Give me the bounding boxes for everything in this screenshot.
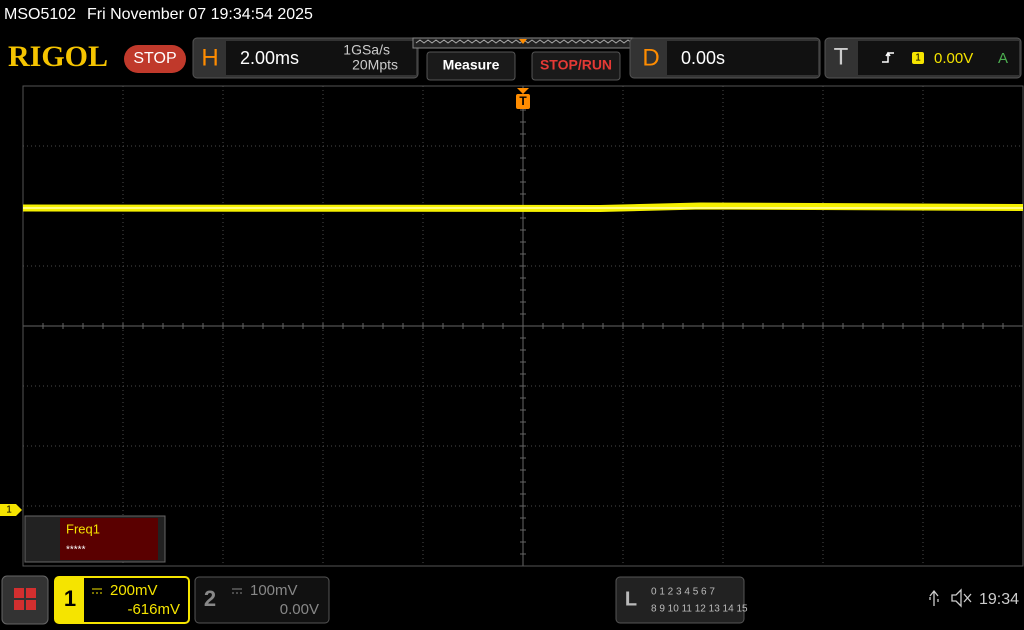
datetime: Fri November 07 19:34:54 2025: [87, 6, 313, 23]
trigger-inner: [858, 41, 1019, 75]
logic-row1: 0 1 2 3 4 5 6 7: [651, 587, 715, 598]
graticule: [22, 85, 1024, 567]
channel1-scale: 200mV: [110, 582, 158, 599]
memory-trigger-pos: [519, 39, 527, 44]
dc-icon: [92, 588, 102, 594]
logic-row2: 8 9 10 11 12 13 14 15: [651, 604, 748, 615]
trigger-source: 1: [915, 53, 921, 64]
delay-value: 0.00s: [681, 48, 725, 68]
channel1-number: 1: [64, 586, 76, 611]
run-state-badge[interactable]: [124, 45, 186, 73]
brand-logo: RIGOL: [8, 40, 108, 73]
model: MSO5102: [4, 6, 76, 23]
trigger-marker-box: [516, 94, 530, 109]
delay-key: D: [642, 44, 659, 71]
menu-button[interactable]: [1, 575, 49, 625]
logic-panel[interactable]: [615, 576, 745, 624]
stop-run-label: STOP/RUN: [540, 57, 612, 73]
measure-button[interactable]: [426, 51, 516, 81]
horizontal-key: H: [201, 44, 218, 71]
measurement-value: *****: [66, 545, 86, 556]
channel1-offset: -616mV: [127, 601, 180, 618]
trigger-level: 0.00V: [934, 50, 973, 67]
stop-run-button[interactable]: [531, 51, 621, 81]
measure-label: Measure: [443, 57, 500, 73]
edge-icon: [882, 51, 894, 63]
graticule-border: [22, 85, 1024, 567]
timebase: 2.00ms: [240, 48, 299, 68]
measurement-fill: [60, 518, 158, 560]
channel1-marker: 1: [6, 505, 12, 516]
horizontal-inner: [226, 41, 416, 75]
trigger-key: T: [834, 43, 849, 70]
trigger-source-badge: [912, 52, 924, 64]
channel2-number: 2: [204, 586, 216, 611]
sample-rate: 1GSa/s: [343, 42, 390, 58]
trigger-arrow: [517, 88, 529, 94]
menu-icon: [14, 588, 36, 610]
channel2-panel[interactable]: [194, 576, 330, 624]
channel2-scale: 100mV: [250, 582, 298, 599]
delay-inner: [667, 41, 818, 75]
trigger-mode: A: [998, 50, 1008, 67]
run-state: STOP: [133, 50, 176, 67]
memory-depth: 20Mpts: [352, 57, 398, 73]
clock: 19:34: [979, 591, 1019, 608]
mute-icon: [951, 588, 972, 608]
channel1-panel[interactable]: [54, 576, 190, 624]
channel2-offset: 0.00V: [280, 601, 319, 618]
channel1-key-bg: [56, 578, 84, 622]
dc-icon-2: [232, 588, 242, 594]
channel1-marker-box: [0, 504, 22, 516]
trigger-marker: T: [519, 94, 527, 108]
usb-icon: [929, 589, 939, 606]
measurement-name: Freq1: [66, 521, 100, 536]
logic-key: L: [625, 588, 637, 610]
